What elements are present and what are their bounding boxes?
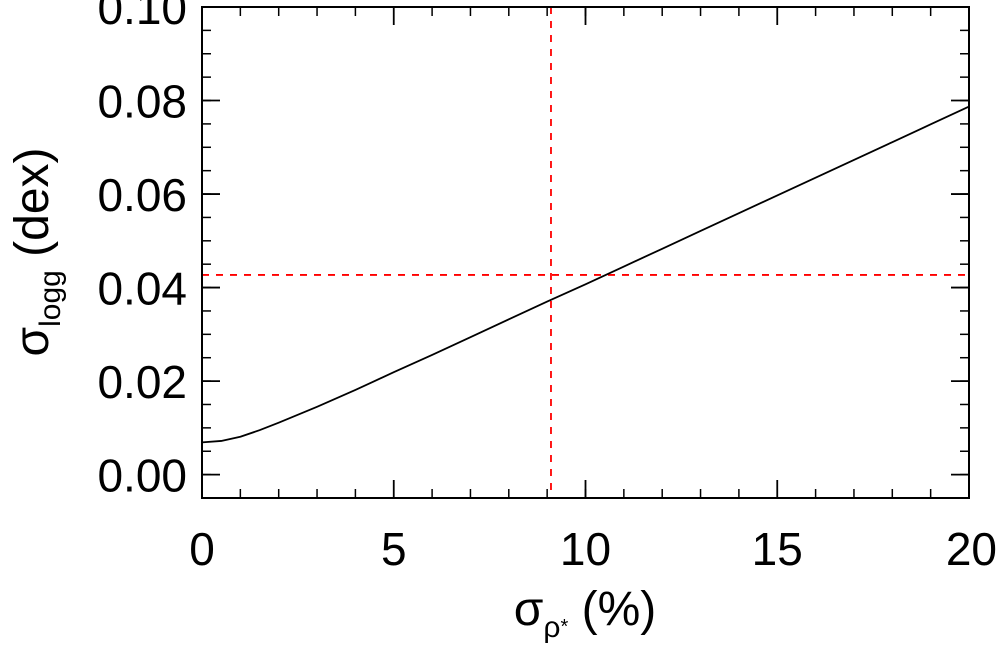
x-tick-labels: 0 5 10 15 20 [189,523,997,575]
major-ticks [201,6,970,498]
x-tick-label: 0 [189,523,215,575]
x-tick-label: 5 [381,523,407,575]
y-tick-label: 0.02 [97,356,187,408]
reference-lines [202,7,969,498]
y-axis-subscript: logg [34,270,67,327]
y-axis-unit: (dex) [6,147,59,270]
y-axis-title: σlogg (dex) [6,147,67,356]
y-tick-label: 0.00 [97,450,187,502]
x-axis-title: σρ* (%) [514,583,656,644]
x-tick-label: 15 [752,523,803,575]
series-group [201,105,970,444]
x-axis-subsubscript: * [560,616,568,638]
y-tick-labels: 0.00 0.02 0.04 0.06 0.08 0.10 [97,0,187,502]
x-axis-symbol: σ [514,583,544,636]
x-axis-subscript: ρ [543,611,560,644]
y-tick-label: 0.08 [97,76,187,128]
plot-frame [201,6,970,499]
x-tick-label: 10 [560,523,611,575]
y-tick-label: 0.10 [97,0,187,34]
series-line [201,105,970,444]
x-axis-unit: (%) [568,583,656,636]
y-tick-label: 0.06 [97,169,187,221]
minor-ticks [201,6,970,499]
y-tick-label: 0.04 [97,263,187,315]
y-axis-symbol: σ [6,327,59,357]
x-tick-label: 20 [946,523,997,575]
